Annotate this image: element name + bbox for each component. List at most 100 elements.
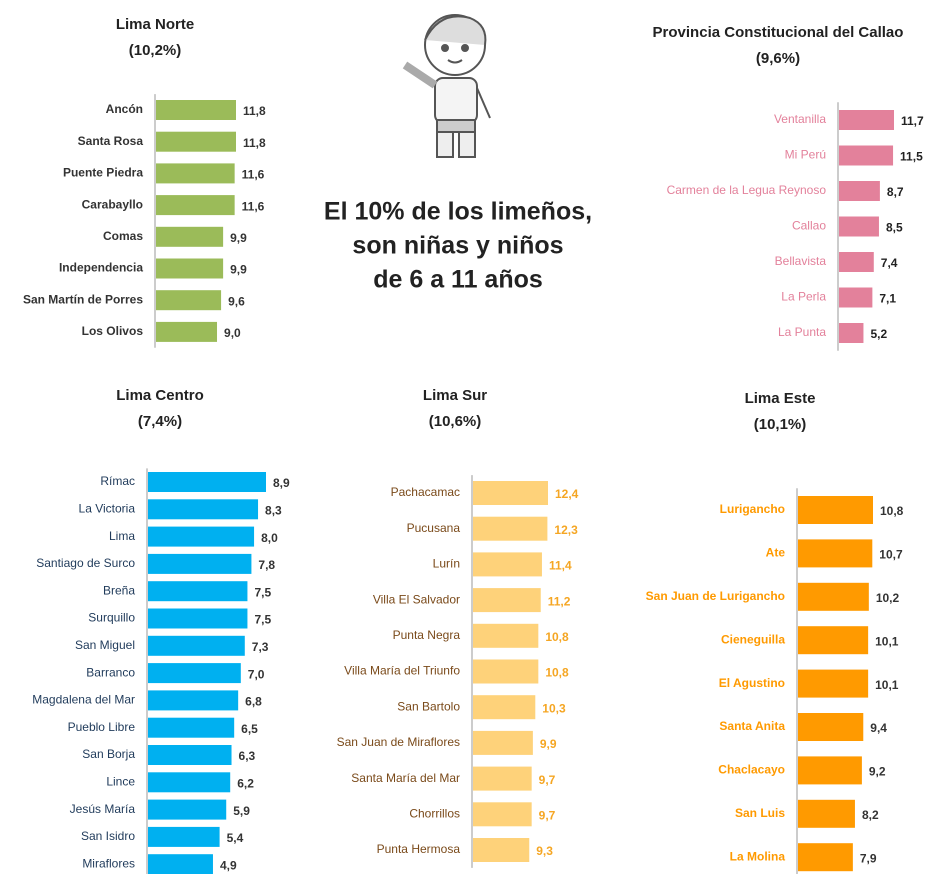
bar bbox=[839, 146, 893, 166]
bar bbox=[473, 695, 535, 719]
value-label: 11,4 bbox=[549, 559, 572, 573]
bar bbox=[798, 800, 855, 828]
bar bbox=[148, 527, 254, 547]
value-label: 9,3 bbox=[536, 844, 553, 858]
category-label: La Molina bbox=[730, 849, 786, 863]
category-label: Chorrillos bbox=[409, 806, 460, 820]
category-label: Santiago de Surco bbox=[36, 556, 135, 570]
value-label: 11,8 bbox=[243, 104, 266, 118]
bar bbox=[148, 499, 258, 519]
value-label: 11,5 bbox=[900, 150, 923, 164]
category-label: Ate bbox=[766, 546, 786, 560]
category-label: Santa María del Mar bbox=[351, 771, 460, 785]
category-label: La Punta bbox=[778, 325, 826, 339]
category-label: San Juan de Lurigancho bbox=[646, 589, 785, 603]
value-label: 11,8 bbox=[243, 136, 266, 150]
bar bbox=[473, 552, 542, 576]
value-label: 6,8 bbox=[245, 695, 262, 709]
bar bbox=[839, 110, 894, 130]
bar bbox=[473, 517, 547, 541]
chart-title: Provincia Constitucional del Callao bbox=[653, 24, 904, 41]
bar bbox=[798, 756, 862, 784]
value-label: 9,7 bbox=[539, 773, 556, 787]
bar bbox=[148, 636, 245, 656]
value-label: 7,9 bbox=[860, 851, 877, 865]
value-label: 7,1 bbox=[879, 292, 896, 306]
bar bbox=[148, 609, 247, 629]
value-label: 10,2 bbox=[876, 591, 900, 605]
category-label: Pucusana bbox=[407, 521, 461, 535]
value-label: 8,5 bbox=[886, 221, 903, 235]
bar bbox=[839, 323, 863, 343]
bar bbox=[148, 472, 266, 492]
category-label: San Bartolo bbox=[397, 699, 460, 713]
value-label: 5,2 bbox=[870, 327, 887, 341]
value-label: 5,9 bbox=[233, 804, 250, 818]
category-label: Bellavista bbox=[775, 254, 827, 268]
bar bbox=[148, 745, 232, 765]
category-label: Lince bbox=[106, 774, 135, 788]
value-label: 7,5 bbox=[254, 585, 271, 599]
value-label: 9,9 bbox=[230, 263, 247, 277]
value-label: 10,7 bbox=[879, 548, 903, 562]
bar bbox=[156, 132, 236, 152]
bar bbox=[473, 802, 532, 826]
category-label: Ancón bbox=[106, 102, 143, 116]
category-label: Rímac bbox=[100, 474, 135, 488]
value-label: 6,5 bbox=[241, 722, 258, 736]
category-label: Breña bbox=[103, 583, 135, 597]
headline: son niñas y niños bbox=[352, 232, 563, 260]
value-label: 12,4 bbox=[555, 487, 579, 501]
value-label: 9,9 bbox=[540, 737, 557, 751]
category-label: Villa María del Triunfo bbox=[344, 664, 460, 678]
bar bbox=[148, 718, 234, 738]
value-label: 11,6 bbox=[242, 168, 265, 182]
bar bbox=[798, 496, 873, 524]
bar bbox=[798, 670, 868, 698]
bar bbox=[473, 624, 538, 648]
category-label: El Agustino bbox=[719, 676, 785, 690]
value-label: 7,3 bbox=[252, 640, 269, 654]
category-label: Surquillo bbox=[88, 611, 135, 625]
bar bbox=[473, 767, 532, 791]
bar bbox=[148, 800, 226, 820]
bar bbox=[148, 772, 230, 792]
chart-subtitle: (10,6%) bbox=[429, 413, 482, 430]
category-label: Santa Rosa bbox=[78, 134, 144, 148]
bar bbox=[839, 288, 872, 308]
category-label: Punta Negra bbox=[393, 628, 461, 642]
category-label: Mi Perú bbox=[785, 148, 826, 162]
bar bbox=[148, 554, 251, 574]
chart-title: Lima Centro bbox=[116, 387, 204, 404]
category-label: San Luis bbox=[735, 806, 785, 820]
category-label: Pachacamac bbox=[391, 485, 460, 499]
category-label: San Isidro bbox=[81, 829, 135, 843]
chart-subtitle: (10,2%) bbox=[129, 42, 182, 59]
bar bbox=[156, 163, 235, 183]
value-label: 10,1 bbox=[875, 634, 899, 648]
value-label: 8,0 bbox=[261, 531, 278, 545]
bar bbox=[798, 843, 853, 871]
value-label: 9,4 bbox=[870, 721, 887, 735]
category-label: San Martín de Porres bbox=[23, 292, 143, 306]
value-label: 5,4 bbox=[227, 831, 244, 845]
chart-subtitle: (7,4%) bbox=[138, 413, 182, 430]
category-label: Magdalena del Mar bbox=[32, 693, 135, 707]
category-label: San Borja bbox=[82, 747, 135, 761]
bar bbox=[156, 100, 236, 120]
value-label: 8,9 bbox=[273, 476, 290, 490]
infographic: El 10% de los limeños, son niñas y niños… bbox=[0, 0, 932, 874]
category-label: Jesús María bbox=[70, 802, 136, 816]
category-label: San Miguel bbox=[75, 638, 135, 652]
category-label: Independencia bbox=[59, 261, 143, 275]
chart-subtitle: (9,6%) bbox=[756, 50, 800, 67]
category-label: Lurigancho bbox=[720, 502, 785, 516]
value-label: 10,8 bbox=[880, 504, 904, 518]
bar bbox=[839, 252, 874, 272]
bar bbox=[156, 259, 223, 279]
category-label: Callao bbox=[792, 219, 826, 233]
bar bbox=[156, 195, 235, 215]
value-label: 9,0 bbox=[224, 326, 241, 340]
value-label: 9,2 bbox=[869, 765, 886, 779]
value-label: 4,9 bbox=[220, 858, 237, 872]
